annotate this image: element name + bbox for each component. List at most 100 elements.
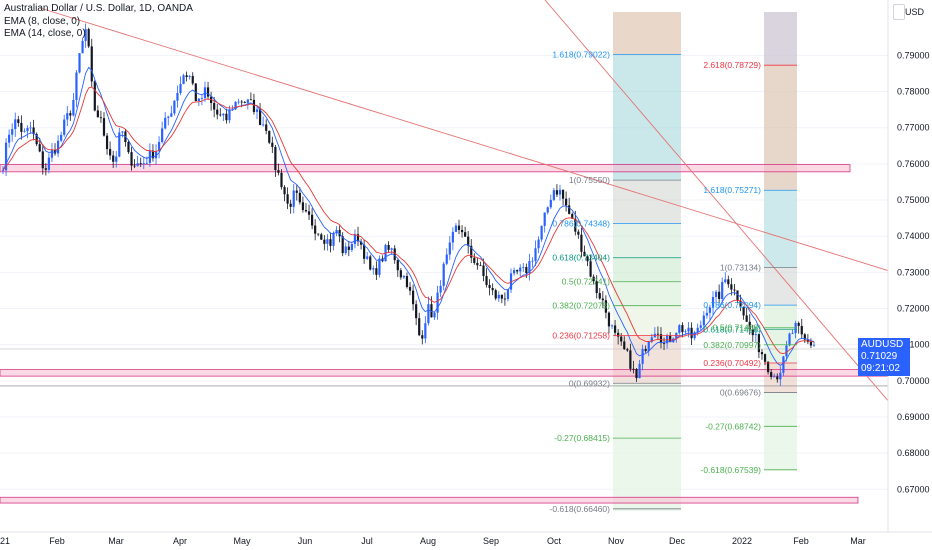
candle-body bbox=[467, 236, 470, 246]
candle-body bbox=[684, 331, 687, 333]
candle-body bbox=[809, 341, 813, 346]
candle-body bbox=[298, 192, 301, 203]
fib-zone bbox=[764, 12, 797, 66]
price-axis[interactable]: 0.79000 0.78000 0.77000 0.76000 0.75000 0.740… bbox=[887, 0, 930, 532]
candle-body bbox=[580, 234, 583, 252]
price-tag-symbol: AUDUSD bbox=[861, 339, 904, 350]
candle-body bbox=[464, 232, 467, 237]
candle-body bbox=[277, 170, 280, 173]
grid bbox=[0, 54, 888, 490]
candle-body bbox=[577, 231, 580, 235]
x-tick-label: Mar bbox=[850, 536, 866, 546]
candle-body bbox=[705, 312, 708, 316]
candle-body bbox=[595, 281, 598, 294]
x-tick-label: Dec bbox=[669, 536, 686, 546]
candle-body bbox=[286, 194, 289, 204]
candle-body bbox=[800, 325, 803, 335]
candle-body bbox=[139, 163, 142, 164]
candle-body bbox=[56, 140, 60, 154]
currency-box[interactable] bbox=[893, 4, 905, 20]
candle-body bbox=[20, 122, 23, 132]
time-axis[interactable]: 21 Feb Mar Apr May Jun Jul Aug Sep Oct Nov Dec 2022 F… bbox=[0, 531, 932, 546]
candle-body bbox=[191, 76, 194, 84]
candle-body bbox=[304, 209, 308, 212]
x-tick-label: Jul bbox=[361, 536, 373, 546]
candle-body bbox=[121, 131, 124, 133]
fib-zone bbox=[613, 180, 681, 224]
candle-body bbox=[531, 260, 534, 262]
candle-body bbox=[8, 134, 11, 143]
candle-body bbox=[173, 100, 176, 114]
candle-body bbox=[387, 244, 390, 250]
legend-ema14[interactable]: EMA (14, close, 0) bbox=[4, 28, 86, 39]
candle-body bbox=[102, 118, 106, 136]
candle-body bbox=[366, 256, 369, 259]
candle-body bbox=[491, 287, 494, 291]
candle-body bbox=[574, 218, 577, 232]
fib-zone bbox=[613, 54, 681, 181]
candle-body bbox=[176, 92, 179, 101]
candle-body bbox=[629, 350, 632, 369]
candle-body bbox=[757, 334, 761, 353]
x-tick-label: Mar bbox=[108, 536, 124, 546]
candle-body bbox=[586, 256, 589, 262]
fib-level-label: 0.236(0.70492) bbox=[703, 358, 761, 368]
candle-body bbox=[252, 99, 256, 112]
candle-body bbox=[167, 116, 170, 118]
fib-level-label: 1(0.75550) bbox=[569, 175, 610, 185]
candle-body bbox=[451, 231, 454, 243]
candle-body bbox=[118, 132, 121, 157]
candle-body bbox=[779, 372, 782, 380]
candle-body bbox=[540, 225, 543, 240]
candle-body bbox=[151, 150, 155, 159]
candle-body bbox=[136, 163, 139, 167]
x-tick-label: Jun bbox=[298, 536, 313, 546]
fib-level-label: -0.27(0.68742) bbox=[705, 421, 761, 431]
candle-body bbox=[289, 203, 292, 207]
candle-body bbox=[307, 211, 311, 215]
candle-body bbox=[72, 99, 75, 116]
x-tick-label: May bbox=[233, 536, 251, 546]
candle-body bbox=[402, 276, 406, 278]
candle-body bbox=[96, 110, 99, 118]
y-tick-label: 0.73000 bbox=[897, 267, 930, 277]
candle-body bbox=[604, 300, 607, 313]
candle-body bbox=[255, 109, 259, 112]
candle-body bbox=[711, 297, 715, 308]
candle-body bbox=[693, 332, 696, 339]
candle-body bbox=[11, 129, 14, 135]
fib-level-label: 0.5(0.72741) bbox=[562, 277, 610, 287]
candle-body bbox=[506, 289, 510, 300]
x-tick-label: Aug bbox=[420, 536, 436, 546]
candle-body bbox=[35, 134, 38, 145]
candle-body bbox=[797, 322, 800, 326]
y-tick-label: 0.79000 bbox=[897, 50, 930, 60]
candle-body bbox=[393, 248, 396, 261]
candle-body bbox=[525, 267, 528, 274]
candle-body bbox=[32, 127, 35, 135]
candle-body bbox=[430, 304, 433, 318]
candle-body bbox=[112, 155, 115, 162]
candle-body bbox=[589, 261, 592, 277]
candle-body bbox=[219, 114, 222, 116]
candle-body bbox=[571, 213, 574, 219]
candle-body bbox=[485, 276, 488, 286]
y-tick-label: 0.77000 bbox=[897, 123, 930, 133]
candle-body bbox=[335, 229, 338, 234]
legend-ema8[interactable]: EMA (8, close, 0) bbox=[4, 15, 81, 27]
fib-zone bbox=[613, 257, 681, 282]
y-tick-label: 0.74000 bbox=[897, 231, 930, 241]
candle-body bbox=[751, 329, 754, 336]
candle-body bbox=[617, 332, 620, 337]
candle-body bbox=[14, 119, 17, 130]
candle-body bbox=[681, 325, 684, 333]
candle-body bbox=[583, 251, 586, 257]
candle-body bbox=[436, 292, 439, 313]
candle-body bbox=[310, 214, 314, 226]
candle-body bbox=[81, 40, 84, 54]
candle-body bbox=[460, 229, 464, 233]
candle-body bbox=[561, 189, 565, 199]
candle-body bbox=[424, 323, 427, 339]
legend-title[interactable]: Australian Dollar / U.S. Dollar, 1D, OAN… bbox=[4, 3, 193, 14]
